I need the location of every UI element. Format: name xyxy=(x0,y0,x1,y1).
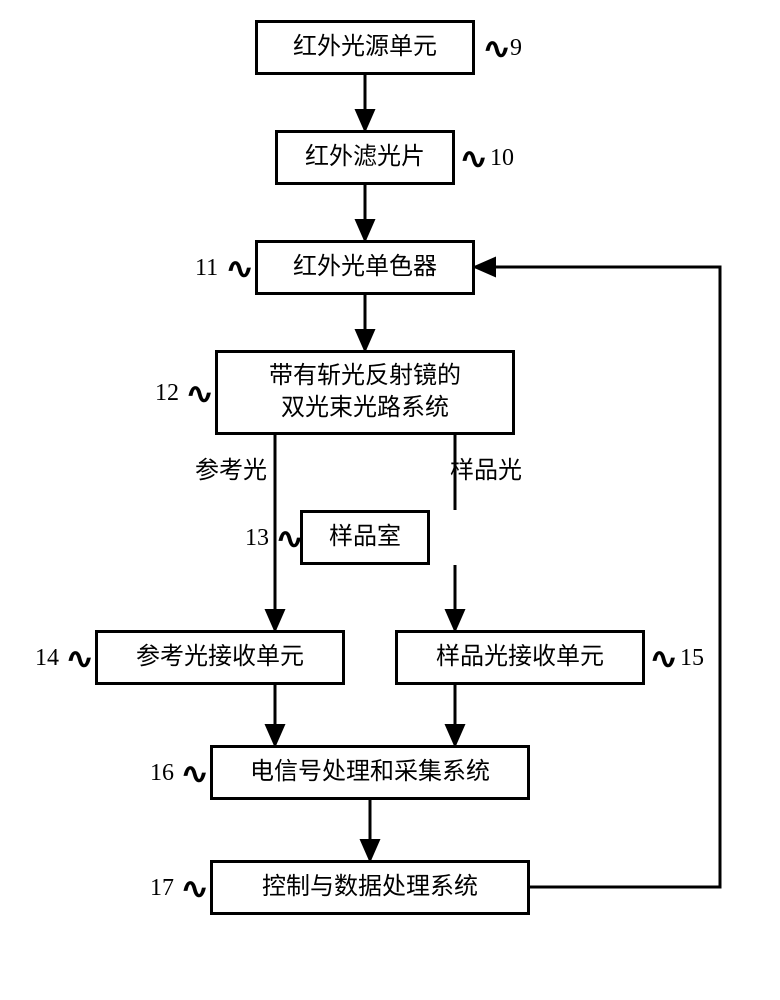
number-text: 15 xyxy=(680,645,704,671)
number-label-9: 9 xyxy=(510,35,522,62)
node-n11: 红外光单色器 xyxy=(255,240,475,295)
edge-label-text: 参考光 xyxy=(195,458,267,484)
number-text: 9 xyxy=(510,35,522,61)
edge-label-sample: 样品光 xyxy=(450,450,522,485)
tilde-t11: ∿ xyxy=(226,252,254,285)
number-text: 11 xyxy=(195,255,218,281)
number-text: 12 xyxy=(155,380,179,406)
node-n14: 参考光接收单元 xyxy=(95,630,345,685)
tilde-t10: ∿ xyxy=(460,142,488,175)
node-label: 样品室 xyxy=(329,522,401,553)
node-label: 参考光接收单元 xyxy=(136,642,304,673)
number-label-14: 14 xyxy=(35,645,59,672)
edge-label-text: 样品光 xyxy=(450,458,522,484)
number-label-13: 13 xyxy=(245,525,269,552)
node-n16: 电信号处理和采集系统 xyxy=(210,745,530,800)
number-text: 13 xyxy=(245,525,269,551)
tilde-t17: ∿ xyxy=(181,872,209,905)
node-label: 红外滤光片 xyxy=(305,142,425,173)
node-label: 带有斩光反射镜的双光束光路系统 xyxy=(269,361,461,423)
tilde-t12: ∿ xyxy=(186,377,214,410)
tilde-t9: ∿ xyxy=(483,32,511,65)
node-label: 控制与数据处理系统 xyxy=(262,872,478,903)
number-label-15: 15 xyxy=(680,645,704,672)
number-label-12: 12 xyxy=(155,380,179,407)
number-text: 10 xyxy=(490,145,514,171)
node-n17: 控制与数据处理系统 xyxy=(210,860,530,915)
number-label-16: 16 xyxy=(150,760,174,787)
node-label: 样品光接收单元 xyxy=(436,642,604,673)
number-text: 14 xyxy=(35,645,59,671)
tilde-t15: ∿ xyxy=(650,642,678,675)
node-n13: 样品室 xyxy=(300,510,430,565)
tilde-t14: ∿ xyxy=(66,642,94,675)
number-label-10: 10 xyxy=(490,145,514,172)
node-label: 红外光源单元 xyxy=(293,32,437,63)
tilde-t16: ∿ xyxy=(181,757,209,790)
node-n12: 带有斩光反射镜的双光束光路系统 xyxy=(215,350,515,435)
number-text: 17 xyxy=(150,875,174,901)
node-label: 红外光单色器 xyxy=(293,252,437,283)
number-label-11: 11 xyxy=(195,255,218,282)
node-n10: 红外滤光片 xyxy=(275,130,455,185)
node-n15: 样品光接收单元 xyxy=(395,630,645,685)
tilde-t13: ∿ xyxy=(276,522,304,555)
node-n9: 红外光源单元 xyxy=(255,20,475,75)
number-text: 16 xyxy=(150,760,174,786)
node-label: 电信号处理和采集系统 xyxy=(250,757,490,788)
number-label-17: 17 xyxy=(150,875,174,902)
edge-label-ref: 参考光 xyxy=(195,450,267,485)
